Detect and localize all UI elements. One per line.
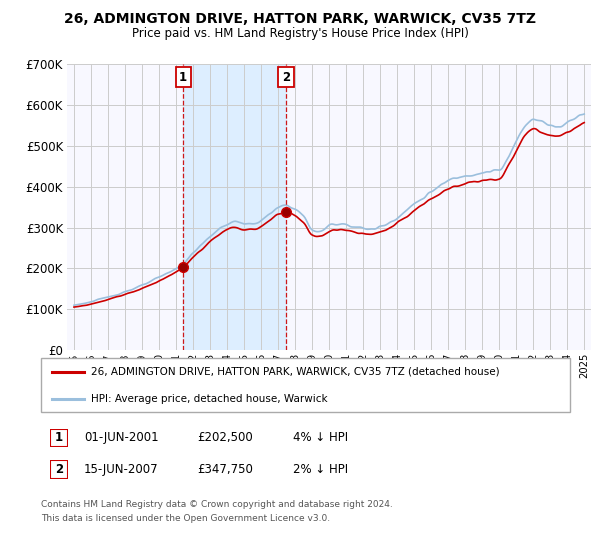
Text: This data is licensed under the Open Government Licence v3.0.: This data is licensed under the Open Gov… [41,514,330,523]
Text: £347,750: £347,750 [197,463,253,476]
Text: £202,500: £202,500 [197,431,253,445]
Text: 4% ↓ HPI: 4% ↓ HPI [293,431,348,445]
Text: Price paid vs. HM Land Registry's House Price Index (HPI): Price paid vs. HM Land Registry's House … [131,27,469,40]
Text: 2% ↓ HPI: 2% ↓ HPI [293,463,348,476]
Text: 26, ADMINGTON DRIVE, HATTON PARK, WARWICK, CV35 7TZ (detached house): 26, ADMINGTON DRIVE, HATTON PARK, WARWIC… [91,367,500,377]
Bar [183,64,286,350]
Text: HPI: Average price, detached house, Warwick: HPI: Average price, detached house, Warw… [91,394,328,404]
Text: 1: 1 [179,71,187,84]
Text: 2: 2 [282,71,290,84]
Text: Contains HM Land Registry data © Crown copyright and database right 2024.: Contains HM Land Registry data © Crown c… [41,500,392,508]
FancyBboxPatch shape [50,429,68,447]
Text: 15-JUN-2007: 15-JUN-2007 [84,463,158,476]
Text: 1: 1 [55,431,63,445]
Text: 2: 2 [55,463,63,476]
FancyBboxPatch shape [50,460,68,478]
Text: 01-JUN-2001: 01-JUN-2001 [84,431,158,445]
Text: 26, ADMINGTON DRIVE, HATTON PARK, WARWICK, CV35 7TZ: 26, ADMINGTON DRIVE, HATTON PARK, WARWIC… [64,12,536,26]
